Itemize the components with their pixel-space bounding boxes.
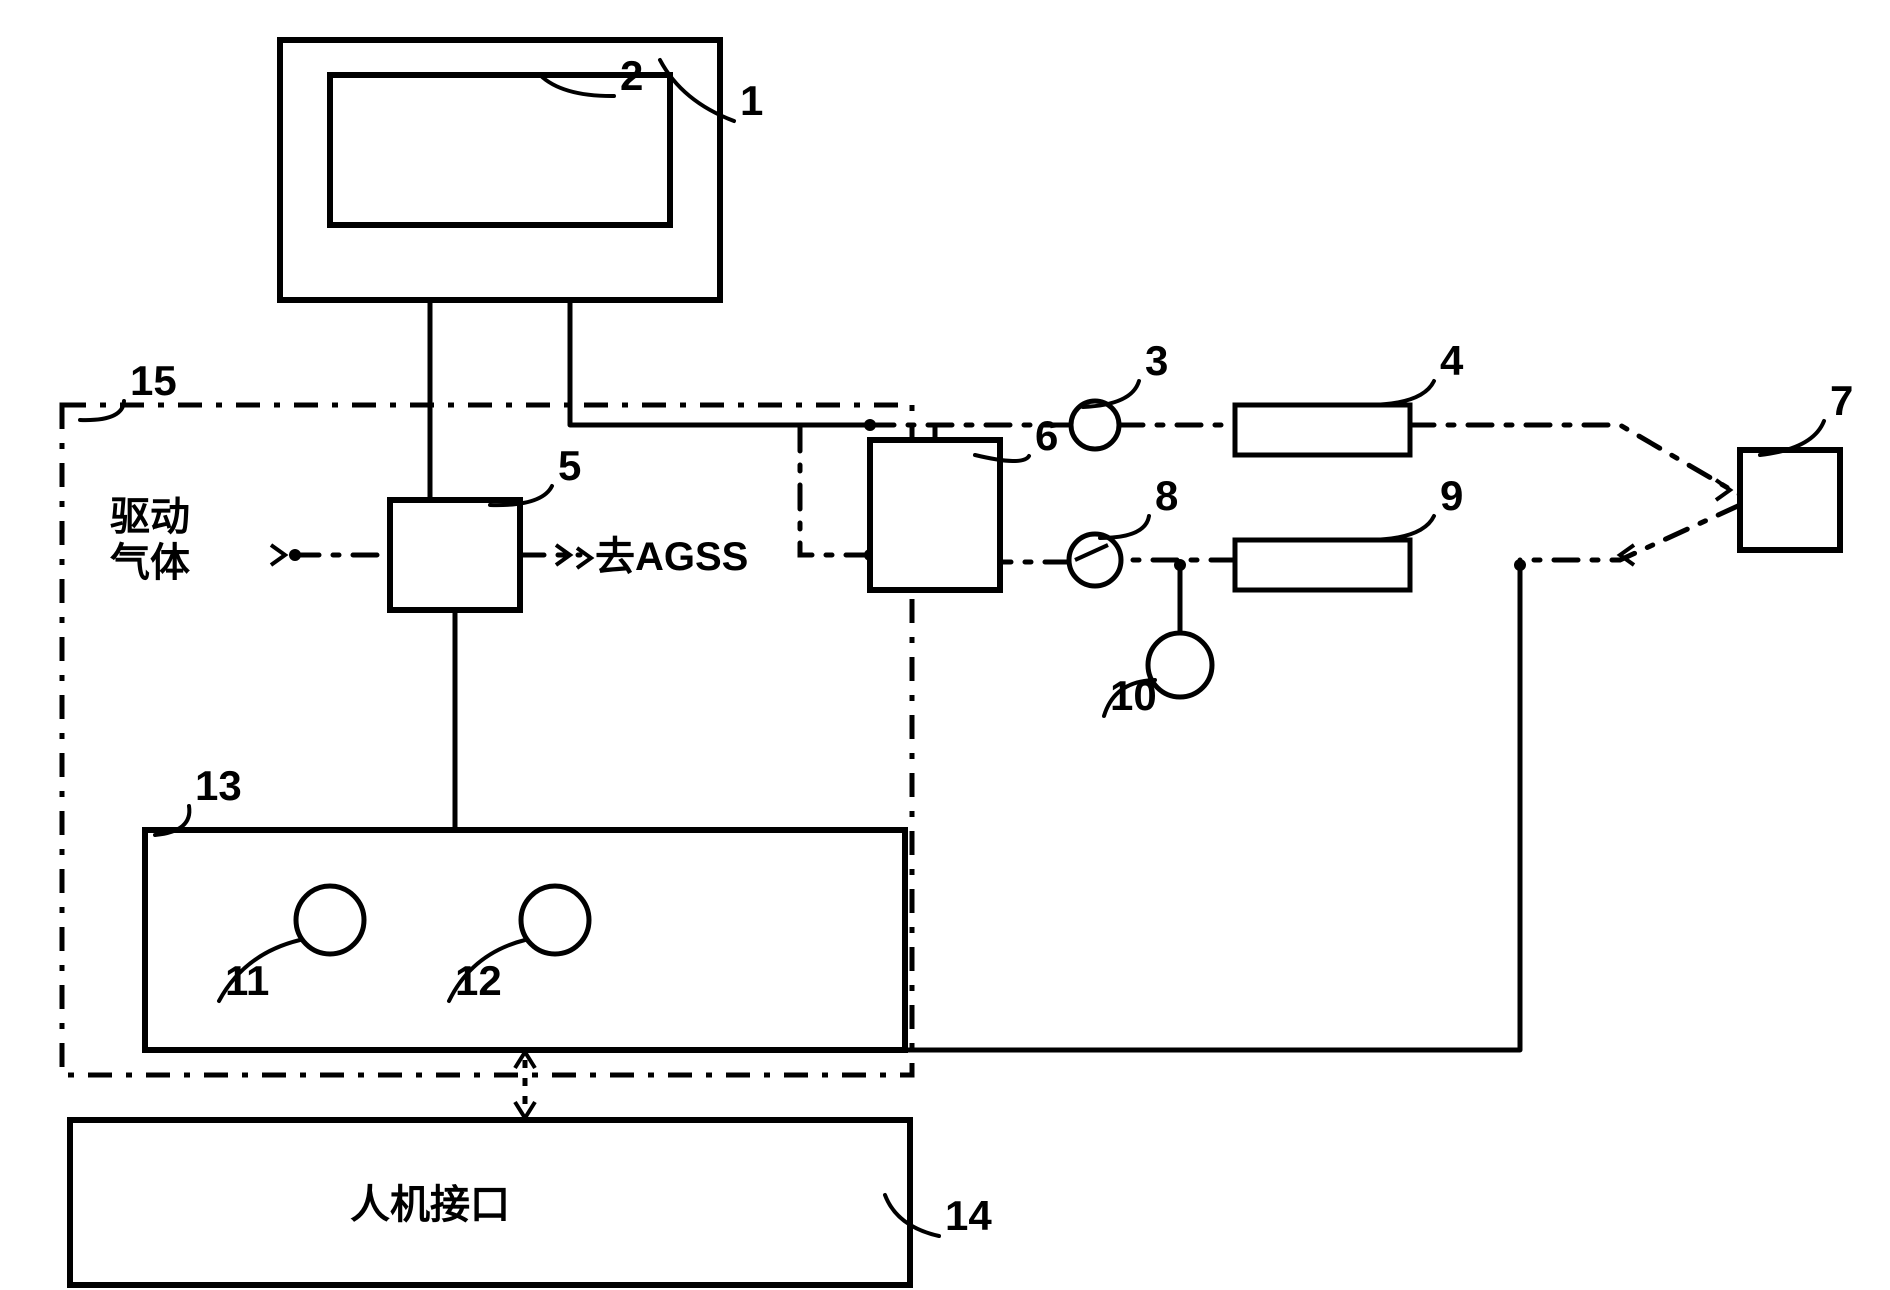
node-9 [1235, 540, 1410, 590]
junction-dot-1 [864, 419, 876, 431]
svg-text:12: 12 [455, 957, 502, 1004]
node-2 [330, 75, 670, 225]
node-7 [1740, 450, 1840, 550]
junction-dot-3 [1174, 559, 1186, 571]
svg-text:11: 11 [225, 957, 269, 1004]
svg-text:13: 13 [195, 762, 242, 809]
node-4 [1235, 405, 1410, 455]
svg-text:10: 10 [1110, 672, 1157, 719]
svg-text:6: 6 [1035, 412, 1058, 459]
svg-text:4: 4 [1440, 337, 1464, 384]
junction-dot-0 [289, 549, 301, 561]
node-6 [870, 440, 1000, 590]
svg-text:9: 9 [1440, 472, 1463, 519]
svg-text:气体: 气体 [110, 541, 190, 585]
node-12 [521, 886, 589, 954]
svg-text:2: 2 [620, 52, 643, 99]
svg-text:去AGSS: 去AGSS [595, 535, 748, 579]
svg-text:驱动: 驱动 [110, 495, 190, 539]
svg-text:5: 5 [558, 442, 581, 489]
svg-text:1: 1 [740, 77, 763, 124]
node-5 [390, 500, 520, 610]
svg-text:15: 15 [130, 357, 177, 404]
svg-text:14: 14 [945, 1192, 992, 1239]
svg-text:7: 7 [1830, 377, 1853, 424]
svg-text:8: 8 [1155, 472, 1178, 519]
node-10 [1148, 633, 1212, 697]
node-11 [296, 886, 364, 954]
junction-dot-4 [1514, 559, 1526, 571]
svg-text:人机接口: 人机接口 [350, 1183, 510, 1227]
svg-text:3: 3 [1145, 337, 1168, 384]
node-3 [1071, 401, 1119, 449]
